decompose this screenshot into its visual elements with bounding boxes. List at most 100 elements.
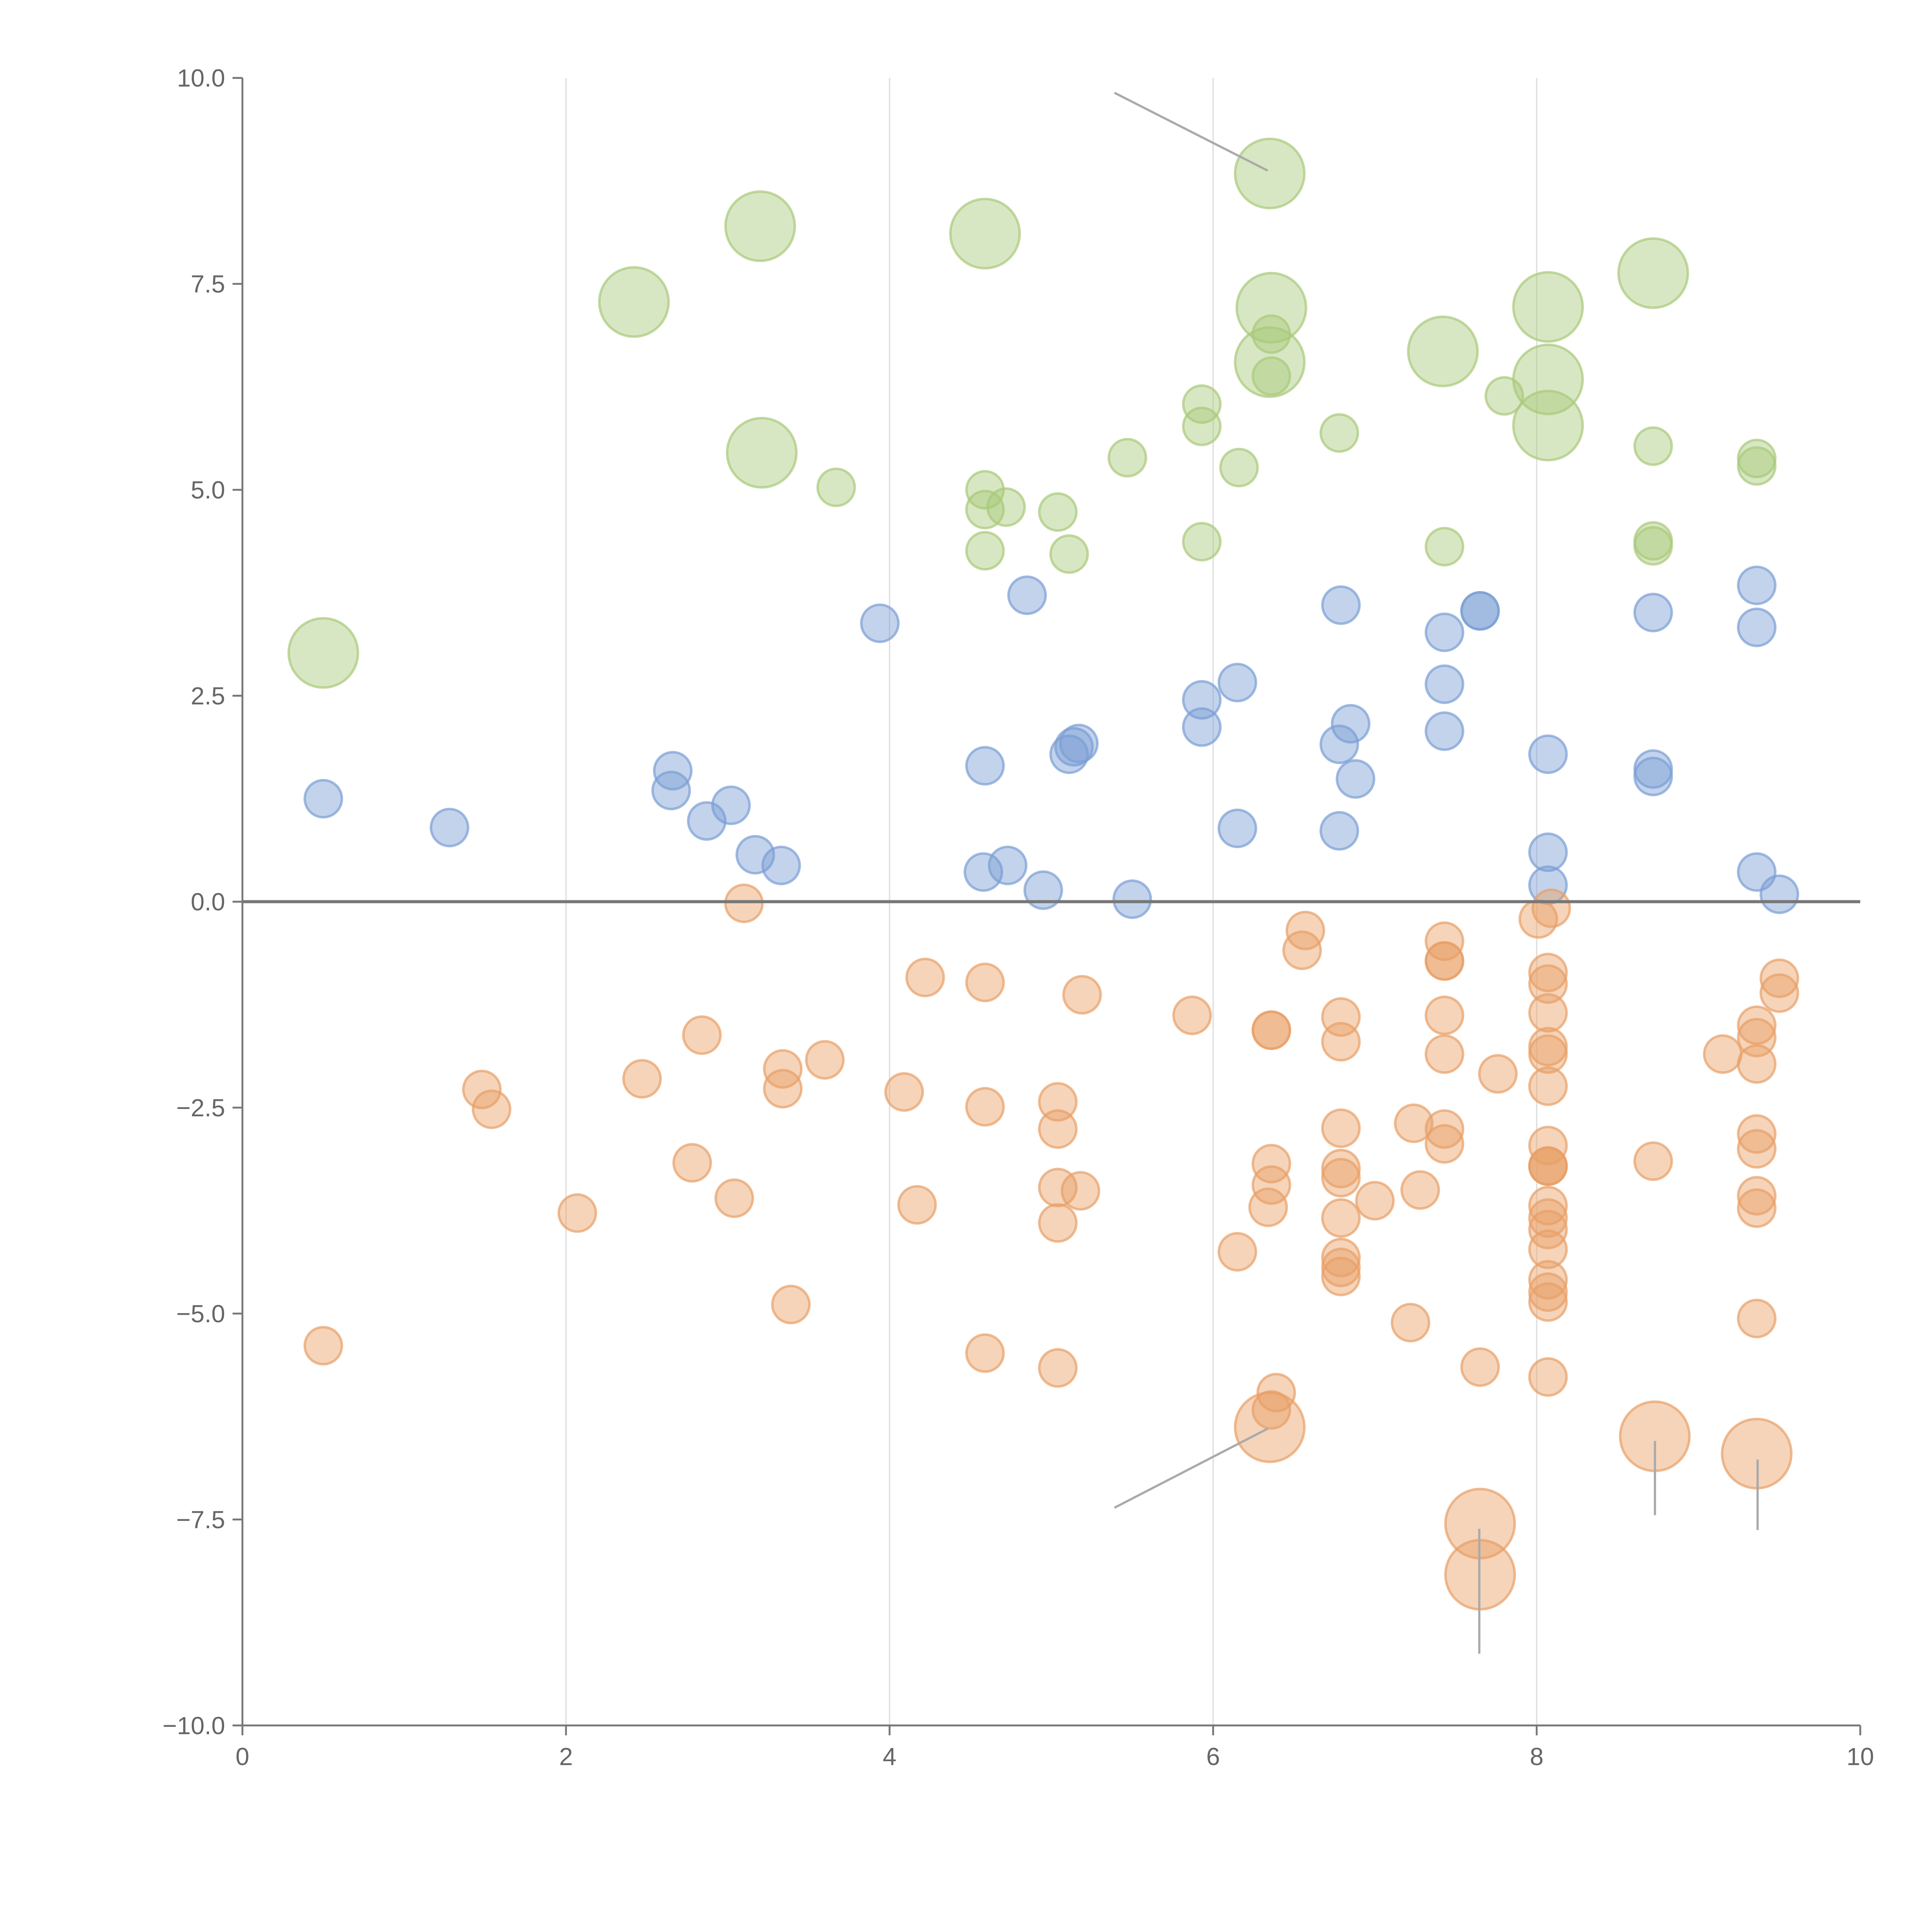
annotation-leader-lines — [1114, 92, 1759, 1654]
data-point-orange — [1737, 1044, 1777, 1084]
data-point-green — [1633, 526, 1673, 566]
data-point-orange — [1252, 1390, 1291, 1430]
data-point-orange — [724, 883, 764, 923]
leader-line — [1114, 1427, 1269, 1509]
data-point-orange — [622, 1059, 662, 1099]
data-point-green — [1319, 413, 1359, 453]
data-point-orange — [1321, 1158, 1361, 1197]
data-point-green — [1182, 384, 1222, 424]
y-tick-label: −5.0 — [176, 1300, 225, 1328]
data-point-orange — [1528, 1357, 1568, 1397]
data-point-blue — [1633, 757, 1673, 796]
data-point-blue — [1182, 707, 1222, 747]
data-point-blue — [1007, 575, 1047, 615]
data-point-orange — [1234, 1391, 1306, 1463]
data-point-orange — [1528, 1146, 1568, 1186]
data-point-orange — [1321, 1108, 1361, 1148]
data-point-orange — [1528, 1272, 1568, 1312]
data-point-orange — [1252, 1010, 1291, 1050]
data-point-orange — [1355, 1181, 1395, 1221]
data-point-orange — [1218, 1232, 1257, 1272]
data-point-green — [965, 490, 1005, 529]
data-point-green — [724, 190, 796, 262]
data-point-orange — [714, 1178, 754, 1218]
data-point-orange — [1394, 1103, 1434, 1143]
data-point-orange — [1038, 1109, 1078, 1149]
data-point-orange — [672, 1143, 712, 1183]
data-point-green — [816, 467, 856, 507]
data-point-blue — [1182, 680, 1222, 720]
data-point-green — [1234, 138, 1306, 209]
data-point-orange — [1062, 975, 1102, 1015]
data-point-blue — [1023, 870, 1063, 910]
data-point-blue — [965, 746, 1005, 786]
data-point-orange — [1282, 930, 1322, 970]
x-tick-label: 2 — [559, 1743, 573, 1770]
data-point-orange — [771, 1284, 811, 1325]
y-tick-label: −10.0 — [163, 1712, 225, 1740]
data-point-orange — [1528, 952, 1568, 993]
y-tick-label: −2.5 — [176, 1094, 225, 1122]
data-point-blue — [653, 751, 693, 791]
data-point-blue — [1425, 711, 1464, 751]
data-point-blue — [1633, 593, 1673, 633]
data-point-orange — [1759, 958, 1799, 998]
data-point-blue — [988, 845, 1028, 885]
data-point-orange — [1528, 1126, 1568, 1165]
data-point-orange — [805, 1040, 845, 1080]
x-tick-label: 6 — [1206, 1743, 1220, 1770]
data-point-green — [726, 417, 798, 489]
data-point-blue — [1218, 663, 1257, 702]
data-point-green — [1038, 492, 1078, 532]
data-point-orange — [1528, 1066, 1568, 1106]
data-point-orange — [1172, 995, 1212, 1035]
data-point-green — [1182, 522, 1222, 562]
data-point-blue — [1335, 759, 1376, 799]
data-point-blue — [1425, 612, 1464, 652]
data-point-blue — [1759, 874, 1799, 914]
x-tick-label: 8 — [1530, 1743, 1544, 1770]
data-point-orange — [1737, 1299, 1777, 1338]
data-point-orange — [471, 1089, 512, 1129]
data-point-orange — [1460, 1347, 1500, 1387]
x-tick-label: 4 — [883, 1743, 896, 1770]
data-point-blue — [1112, 879, 1152, 919]
data-point-blue — [1528, 734, 1568, 774]
x-tick-label: 10 — [1847, 1743, 1874, 1770]
data-point-orange — [1248, 1187, 1288, 1227]
data-point-green — [1252, 356, 1291, 396]
data-point-blue — [860, 603, 900, 643]
data-point-orange — [1633, 1141, 1673, 1181]
data-point-orange — [1321, 1022, 1361, 1062]
data-point-orange — [763, 1069, 803, 1109]
data-point-orange — [1737, 1188, 1777, 1228]
data-point-orange — [1737, 1005, 1777, 1045]
data-point-green — [287, 617, 359, 689]
axes: 0 2 4 6 8 10 10.0 7.5 5.0 2.5 0.0 −2.5 −5.0 −7.5 −10.0 — [163, 64, 1874, 1770]
data-point-blue — [1319, 811, 1359, 851]
data-point-green — [1484, 376, 1524, 416]
data-point-orange — [557, 1193, 597, 1233]
data-point-green — [986, 487, 1026, 527]
data-point-green — [1512, 271, 1584, 343]
data-point-orange — [1321, 1247, 1361, 1287]
data-point-blue — [761, 845, 801, 885]
data-point-blue — [1737, 607, 1777, 647]
data-point-orange — [462, 1070, 502, 1109]
data-point-blue — [1528, 832, 1568, 872]
data-point-orange — [1425, 1034, 1464, 1074]
data-point-blue — [1319, 724, 1359, 764]
data-point-orange — [1391, 1303, 1430, 1343]
data-point-orange — [897, 1185, 937, 1225]
data-point-green — [1182, 406, 1222, 446]
data-point-orange — [682, 1015, 722, 1055]
data-point-orange — [1528, 1198, 1568, 1238]
data-point-blue — [963, 852, 1003, 892]
data-point-green — [965, 531, 1005, 571]
data-point-orange — [965, 1087, 1005, 1127]
data-point-green — [1633, 426, 1673, 466]
data-point-blue — [303, 779, 343, 819]
data-point-orange — [884, 1072, 924, 1112]
data-point-orange — [1528, 1282, 1568, 1322]
y-tick-label: 10.0 — [177, 64, 225, 92]
